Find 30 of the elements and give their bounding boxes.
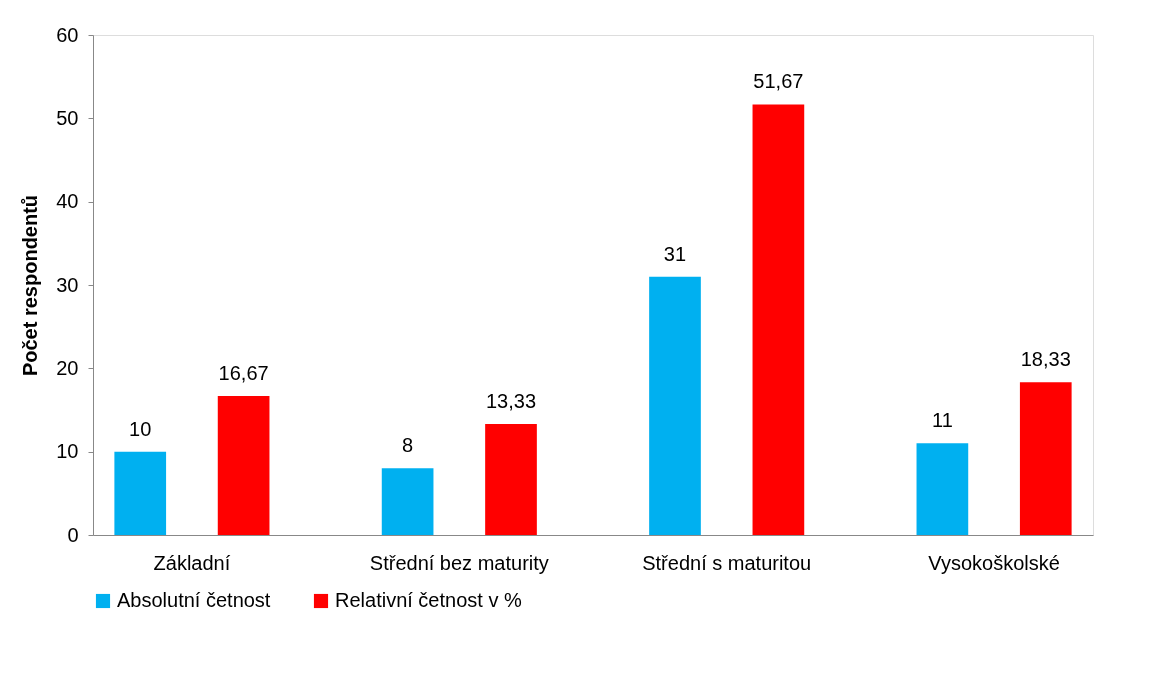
data-label: 10: [129, 417, 152, 440]
bar: [485, 423, 537, 535]
y-tick-label: 0: [67, 523, 79, 546]
data-label: 31: [663, 242, 687, 265]
data-label: 18,33: [1020, 348, 1071, 371]
legend-label: Relativní četnost v %: [335, 589, 522, 611]
data-label: 51,67: [753, 70, 804, 93]
bar: [916, 443, 969, 535]
data-label: 11: [931, 409, 953, 432]
bar: [114, 451, 167, 535]
bar: [649, 276, 701, 535]
x-tick-label: Střední bez maturity: [369, 551, 549, 574]
y-tick-label: 50: [56, 106, 79, 129]
data-label: 13,33: [485, 389, 537, 412]
data-label: 8: [402, 434, 414, 457]
y-tick-label: 10: [56, 440, 79, 463]
y-tick-label: 60: [56, 23, 79, 46]
x-tick-label: Střední s maturitou: [642, 551, 812, 574]
x-tick-label: Základní: [153, 551, 231, 574]
bar: [752, 104, 805, 535]
bar: [381, 468, 434, 535]
bar: [217, 396, 270, 535]
y-tick-label: 20: [56, 356, 79, 379]
data-label: 16,67: [218, 362, 269, 385]
x-tick-label: Vysokoškolské: [928, 551, 1060, 574]
bar: [1019, 382, 1072, 535]
legend-label: Absolutní četnost: [117, 589, 271, 611]
y-axis-title: Počet respondentů: [19, 194, 42, 377]
y-tick-label: 40: [56, 190, 79, 213]
y-tick-label: 30: [56, 273, 79, 296]
